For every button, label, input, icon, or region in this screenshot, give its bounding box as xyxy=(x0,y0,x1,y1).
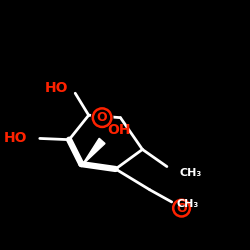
Text: CH₃: CH₃ xyxy=(177,200,199,209)
Text: O: O xyxy=(97,111,108,124)
Text: HO: HO xyxy=(4,132,28,145)
Polygon shape xyxy=(82,138,105,165)
Circle shape xyxy=(92,107,113,128)
Text: O: O xyxy=(176,202,187,214)
Circle shape xyxy=(172,198,191,218)
Text: CH₃: CH₃ xyxy=(179,168,201,178)
Text: OH: OH xyxy=(107,123,130,137)
Text: HO: HO xyxy=(44,81,68,95)
